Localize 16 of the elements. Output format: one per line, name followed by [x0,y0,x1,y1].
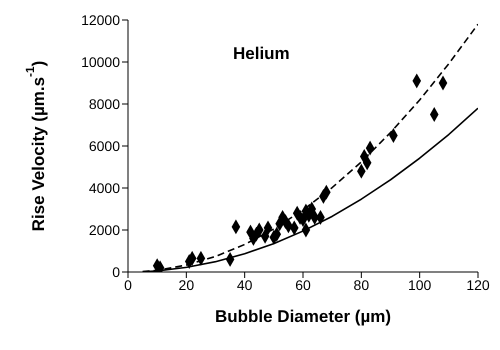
y-tick-label: 10000 [81,54,120,70]
x-tick-label: 60 [295,276,311,293]
y-tick-label: 6000 [88,138,120,154]
annotation: Helium [233,44,290,64]
x-tick-label: 40 [236,276,253,293]
x-tick-label: 0 [124,276,132,293]
y-tick-label: 8000 [88,96,120,112]
y-tick-label: 2000 [88,222,120,238]
y-tick-label: 12000 [81,12,120,28]
x-tick-label: 20 [178,276,194,293]
x-axis-title: Bubble Diameter (µm) [214,307,392,326]
y-tick-label: 0 [112,264,120,280]
y-tick-label: 4000 [88,180,120,196]
x-tick-label: 100 [408,276,432,293]
x-tick-label: 120 [466,276,490,293]
x-tick-label: 80 [354,276,370,293]
